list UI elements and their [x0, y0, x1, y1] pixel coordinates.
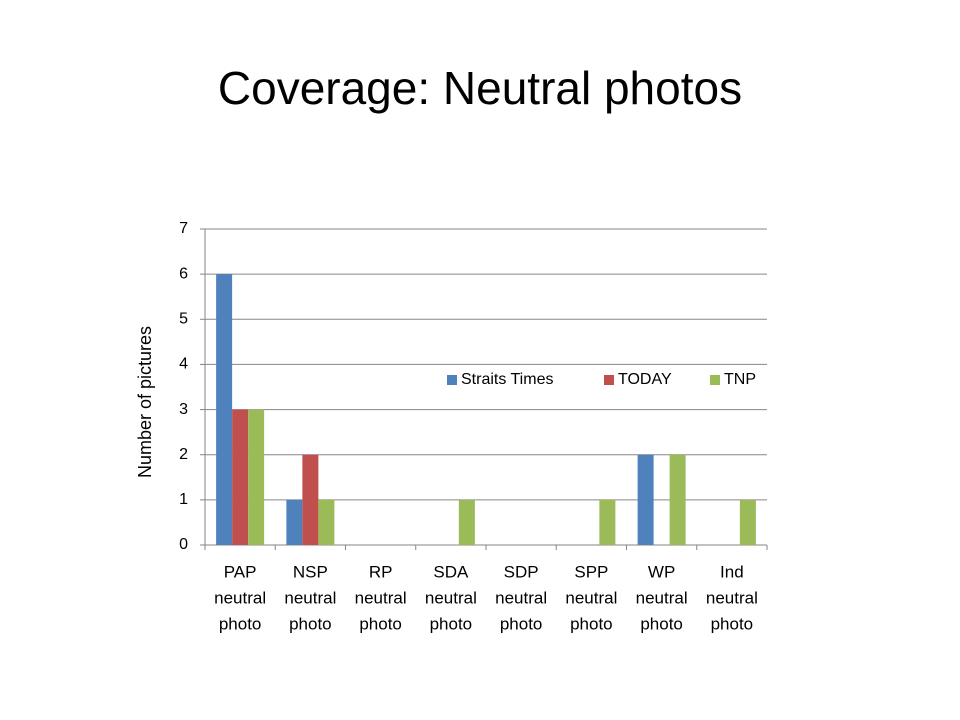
x-tick-label: WP — [648, 562, 675, 581]
chart-title: Coverage: Neutral photos — [218, 62, 742, 114]
x-tick-label: NSP — [293, 562, 328, 581]
bar — [318, 499, 335, 545]
x-tick-label: photo — [711, 614, 754, 633]
y-tick-label: 6 — [179, 265, 188, 282]
bar — [302, 454, 319, 545]
y-axis-label: Number of pictures — [135, 326, 155, 478]
x-tick-label: neutral — [565, 588, 617, 607]
x-tick-label: RP — [369, 562, 393, 581]
x-tick-label: SDA — [433, 562, 469, 581]
x-tick-label: Ind — [720, 562, 744, 581]
legend-label: TNP — [724, 371, 756, 388]
y-tick-label: 4 — [179, 356, 188, 373]
x-tick-label: PAP — [224, 562, 257, 581]
x-tick-label: photo — [500, 614, 543, 633]
bar — [739, 499, 756, 545]
y-tick-label: 7 — [179, 220, 188, 237]
x-tick-label: neutral — [636, 588, 688, 607]
x-tick-label: neutral — [284, 588, 336, 607]
x-tick-label: photo — [570, 614, 613, 633]
bar — [599, 499, 616, 545]
x-tick-label: photo — [289, 614, 332, 633]
x-tick-label: photo — [430, 614, 473, 633]
bar — [248, 409, 265, 545]
y-tick-label: 1 — [179, 491, 188, 508]
x-tick-label: neutral — [425, 588, 477, 607]
legend-swatch — [604, 375, 614, 385]
y-tick-label: 0 — [179, 536, 188, 553]
x-tick-label: SDP — [504, 562, 539, 581]
legend-label: Straits Times — [461, 371, 553, 388]
x-tick-label: photo — [359, 614, 402, 633]
x-tick-label: neutral — [495, 588, 547, 607]
x-tick-label: SPP — [574, 562, 608, 581]
legend-label: TODAY — [618, 371, 672, 388]
bar — [286, 499, 303, 545]
bar — [669, 454, 686, 545]
y-tick-label: 2 — [179, 446, 188, 463]
legend-swatch — [447, 375, 457, 385]
y-tick-label: 5 — [179, 311, 188, 328]
x-tick-label: photo — [640, 614, 683, 633]
legend-swatch — [710, 375, 720, 385]
x-tick-label: photo — [219, 614, 262, 633]
bar — [458, 499, 475, 545]
bar — [216, 274, 233, 545]
bar — [637, 454, 654, 545]
x-tick-label: neutral — [355, 588, 407, 607]
y-tick-label: 3 — [179, 401, 188, 418]
x-tick-label: neutral — [214, 588, 266, 607]
bar — [232, 409, 249, 545]
x-tick-label: neutral — [706, 588, 758, 607]
